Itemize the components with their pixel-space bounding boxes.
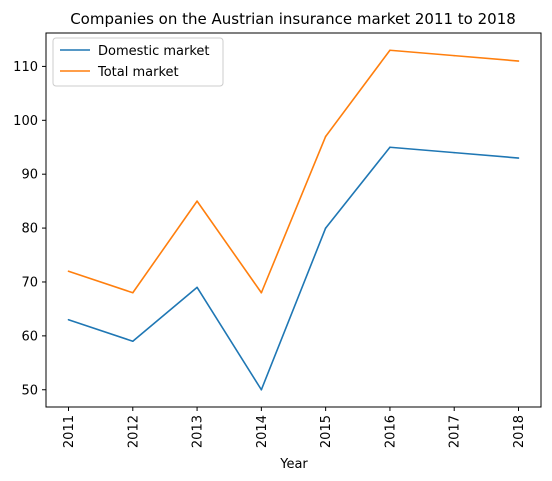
x-tick-label-2017: 2017 bbox=[448, 415, 463, 448]
y-tick-label-50: 50 bbox=[21, 383, 38, 398]
legend: Domestic market Total market bbox=[52, 37, 224, 87]
data-point-domestic-market-2013 bbox=[196, 286, 198, 289]
data-point-total-market-2012 bbox=[131, 291, 134, 294]
legend-label-total-market: Total market bbox=[97, 65, 179, 80]
x-tick-label-2016: 2016 bbox=[383, 415, 398, 448]
x-tick-label-2018: 2018 bbox=[512, 415, 527, 448]
data-point-domestic-market-2018 bbox=[517, 157, 520, 159]
data-point-domestic-market-2017 bbox=[453, 151, 456, 154]
x-tick-label-2012: 2012 bbox=[126, 415, 141, 448]
data-point-total-market-2018 bbox=[517, 60, 520, 62]
legend-label-domestic-market: Domestic market bbox=[98, 44, 210, 59]
y-tick-label-80: 80 bbox=[21, 222, 38, 237]
x-tick-label-2013: 2013 bbox=[191, 415, 206, 448]
data-point-total-market-2017 bbox=[453, 54, 456, 57]
series-layer bbox=[67, 49, 520, 391]
series-line-total-market bbox=[68, 49, 519, 294]
data-point-domestic-market-2016 bbox=[389, 146, 391, 149]
data-point-domestic-market-2014 bbox=[260, 388, 263, 391]
y-tick-label-110: 110 bbox=[13, 60, 38, 75]
plot-area-frame bbox=[45, 32, 542, 408]
data-point-domestic-market-2011 bbox=[67, 318, 70, 321]
data-point-total-market-2016 bbox=[389, 49, 391, 52]
y-tick-label-100: 100 bbox=[13, 114, 38, 129]
data-point-total-market-2015 bbox=[324, 135, 327, 138]
x-axis: 2011 2012 2013 2014 2015 2016 2017 2018 bbox=[62, 407, 527, 448]
data-point-domestic-market-2015 bbox=[324, 227, 327, 229]
y-axis: 50 60 70 80 90 100 110 bbox=[13, 60, 46, 398]
data-point-total-market-2014 bbox=[260, 291, 263, 294]
y-tick-label-60: 60 bbox=[21, 329, 38, 344]
y-tick-label-90: 90 bbox=[21, 168, 38, 183]
x-tick-label-2014: 2014 bbox=[255, 415, 270, 448]
chart-title: Companies on the Austrian insurance mark… bbox=[70, 10, 516, 28]
x-tick-label-2011: 2011 bbox=[62, 415, 77, 448]
legend-frame bbox=[52, 37, 224, 87]
y-tick-label-70: 70 bbox=[21, 275, 38, 290]
data-point-domestic-market-2012 bbox=[131, 340, 134, 343]
x-tick-label-2015: 2015 bbox=[319, 415, 334, 448]
data-point-total-market-2011 bbox=[67, 270, 70, 272]
x-axis-label: Year bbox=[279, 457, 308, 472]
series-line-domestic-market bbox=[68, 146, 519, 391]
data-point-total-market-2013 bbox=[196, 200, 198, 202]
